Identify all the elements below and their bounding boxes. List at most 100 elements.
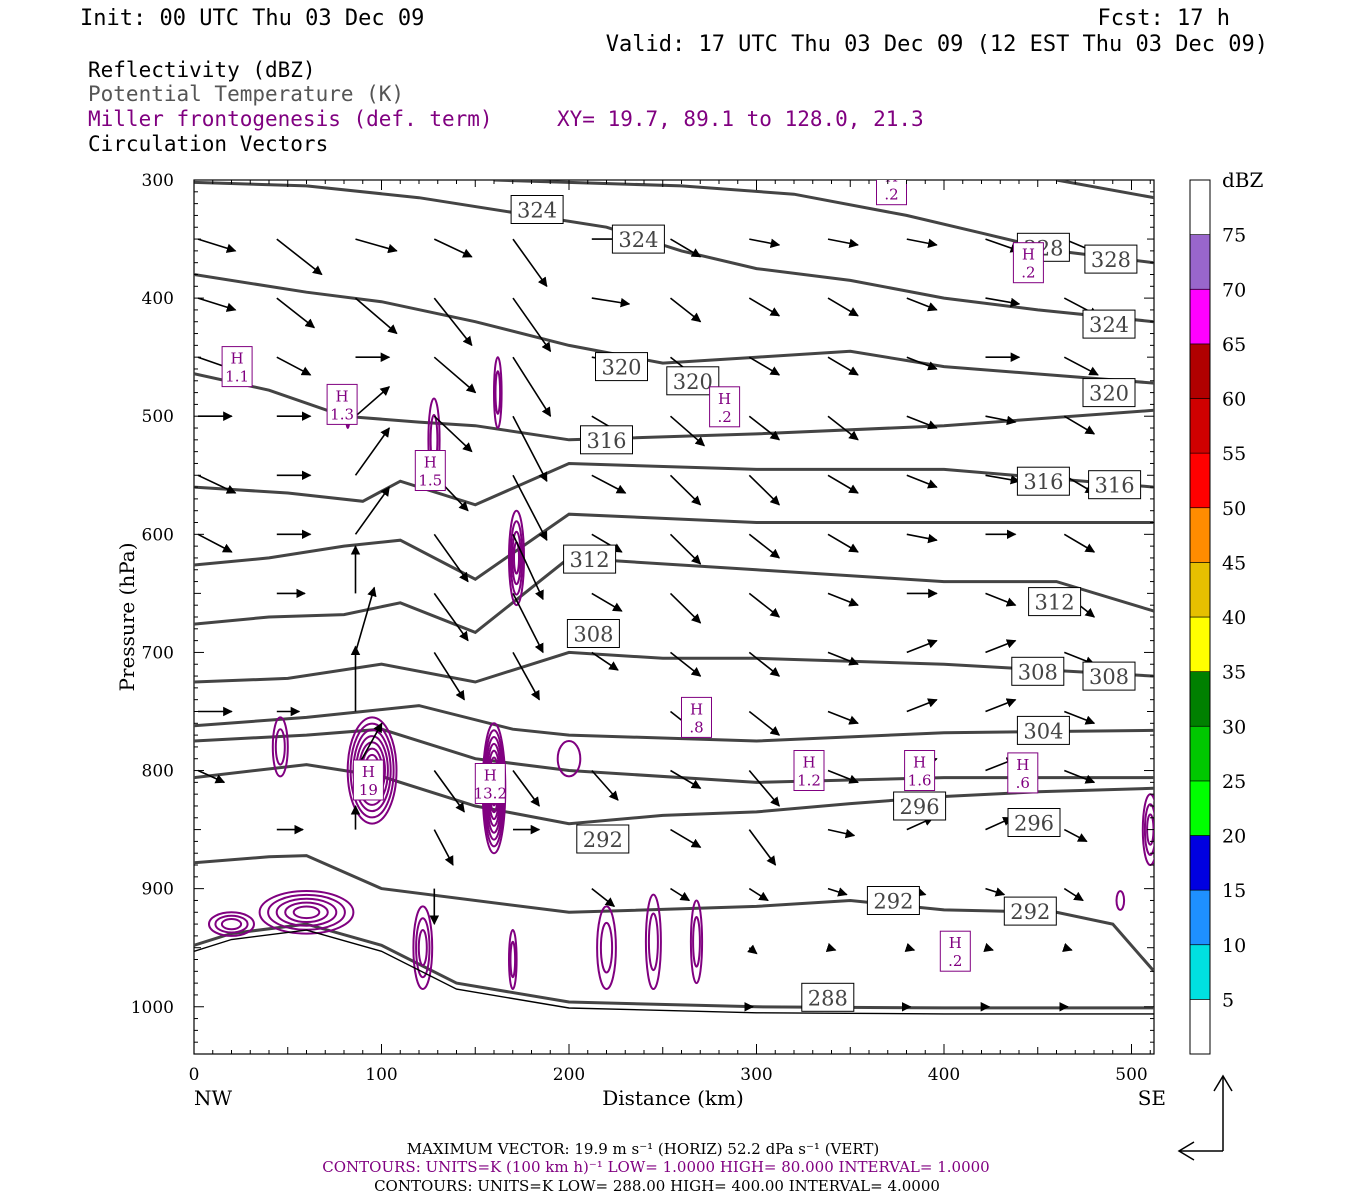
theta-label: 328 bbox=[1091, 248, 1131, 272]
theta-label: 296 bbox=[900, 795, 940, 819]
theta-label: 320 bbox=[673, 370, 713, 394]
frontogenesis-max-value: .2 bbox=[1021, 264, 1035, 282]
reference-vector-icon bbox=[1177, 1074, 1233, 1161]
theta-label-box bbox=[893, 791, 947, 821]
circulation-vector bbox=[748, 651, 781, 677]
circulation-vector bbox=[1063, 828, 1088, 843]
frontogenesis-max-value: 1.2 bbox=[797, 772, 821, 790]
legend-theta: Potential Temperature (K) bbox=[88, 82, 404, 106]
circulation-vector bbox=[512, 238, 548, 288]
frontogenesis-max-box bbox=[876, 180, 907, 206]
x-tick-label: 100 bbox=[365, 1065, 397, 1085]
frontogenesis-contour bbox=[258, 890, 355, 935]
circulation-vector bbox=[276, 238, 323, 276]
circulation-vector bbox=[591, 651, 619, 671]
theta-contour-318 bbox=[194, 461, 1154, 507]
theta-label-box bbox=[1084, 244, 1138, 274]
circulation-vector bbox=[669, 592, 702, 624]
theta-label-box bbox=[1011, 656, 1065, 686]
theta-contour-324 bbox=[194, 180, 1154, 324]
circulation-vector bbox=[827, 415, 859, 441]
frontogenesis-contour bbox=[647, 912, 659, 972]
circulation-vector bbox=[904, 942, 916, 953]
circulation-vector bbox=[749, 238, 781, 249]
legend-vectors: Circulation Vectors bbox=[88, 132, 328, 156]
colorbar-level-label: 50 bbox=[1222, 498, 1246, 520]
circulation-vector bbox=[748, 592, 781, 618]
circulation-vector bbox=[985, 887, 1006, 897]
circulation-vector bbox=[197, 474, 237, 494]
frontogenesis-max-value: .2 bbox=[717, 408, 731, 426]
circulation-vector bbox=[354, 486, 390, 535]
circulation-vector bbox=[985, 639, 1017, 654]
circulation-vector bbox=[670, 297, 702, 323]
frontogenesis-max-box bbox=[474, 763, 506, 804]
frontogenesis-max-letter: H bbox=[336, 387, 349, 405]
y-tick-label: 600 bbox=[142, 525, 174, 545]
circulation-vector bbox=[433, 533, 469, 583]
theta-label-box bbox=[566, 619, 620, 648]
colorbar-level-label: 30 bbox=[1222, 716, 1246, 738]
x-tick-label: 300 bbox=[740, 1065, 772, 1085]
theta-contour-labels: 3243243283283243203203203163163163123123… bbox=[510, 195, 1142, 1012]
frontogenesis-contour bbox=[494, 370, 502, 415]
circulation-vector bbox=[591, 592, 623, 612]
theta-contour-316 bbox=[194, 512, 1154, 581]
circulation-vector bbox=[591, 533, 623, 553]
circulation-vector bbox=[433, 415, 473, 453]
circulation-vector bbox=[670, 238, 702, 258]
theta-label-box bbox=[595, 352, 648, 382]
frontogenesis-contour bbox=[692, 916, 701, 968]
frontogenesis-max-box bbox=[793, 750, 825, 791]
circulation-vector bbox=[591, 887, 616, 908]
theta-label: 296 bbox=[1014, 812, 1054, 836]
circulation-vector bbox=[827, 356, 859, 376]
frontogenesis-contour bbox=[689, 899, 704, 985]
circulation-vector bbox=[983, 942, 994, 953]
theta-contour-304 bbox=[194, 704, 1154, 743]
frontogenesis-max-letter: H bbox=[1022, 246, 1035, 264]
circulation-vector bbox=[197, 769, 226, 784]
max-vector-note: MAXIMUM VECTOR: 19.9 m s⁻¹ (HORIZ) 52.2 … bbox=[407, 1140, 879, 1158]
frontogenesis-max-letter: H bbox=[424, 454, 437, 472]
y-tick-label: 700 bbox=[142, 643, 174, 663]
circulation-vector bbox=[1063, 415, 1096, 435]
theta-label: 312 bbox=[1035, 591, 1075, 615]
theta-contour-320 bbox=[194, 372, 1154, 442]
frontogenesis-max-box bbox=[709, 386, 741, 428]
circulation-vector bbox=[748, 887, 769, 902]
frontogenesis-contour bbox=[208, 911, 255, 937]
theta-label: 316 bbox=[586, 429, 626, 453]
frontogenesis-contour bbox=[214, 914, 249, 934]
circulation-vector bbox=[354, 297, 398, 335]
colorbar-level-label: 65 bbox=[1222, 334, 1246, 356]
theta-label-box bbox=[1016, 466, 1070, 496]
theta-label: 292 bbox=[583, 828, 623, 852]
theta-label: 324 bbox=[618, 228, 658, 252]
frontogenesis-max-letter: H bbox=[1016, 756, 1029, 774]
theta-label-box bbox=[580, 425, 633, 455]
theta-label-box bbox=[866, 886, 920, 915]
circulation-vector bbox=[197, 238, 237, 253]
circulation-vector bbox=[670, 887, 691, 902]
circulation-vector bbox=[433, 651, 465, 701]
frontogenesis-contour bbox=[556, 740, 582, 778]
theta-label-box bbox=[1007, 808, 1061, 837]
frontogenesis-max-value: .8 bbox=[689, 718, 703, 736]
circulation-vector bbox=[906, 639, 938, 654]
circulation-vector bbox=[512, 593, 544, 654]
frontogenesis-max-letter: H bbox=[802, 754, 815, 772]
theta-label: 320 bbox=[1089, 382, 1129, 406]
forecast-hour-label: Fcst: 17 h bbox=[1098, 6, 1230, 31]
circulation-vector bbox=[985, 698, 1017, 713]
colorbar-title: dBZ bbox=[1222, 168, 1264, 192]
circulation-vector bbox=[827, 887, 848, 897]
x-end-label-nw: NW bbox=[194, 1086, 233, 1110]
colorbar-segment bbox=[1189, 671, 1211, 727]
theta-label-box bbox=[1028, 587, 1082, 617]
theta-contour-note: CONTOURS: UNITS=K LOW= 288.00 HIGH= 400.… bbox=[374, 1177, 940, 1195]
colorbar-level-label: 60 bbox=[1222, 389, 1246, 411]
circulation-vector bbox=[748, 415, 781, 441]
theta-label: 308 bbox=[1089, 665, 1129, 689]
